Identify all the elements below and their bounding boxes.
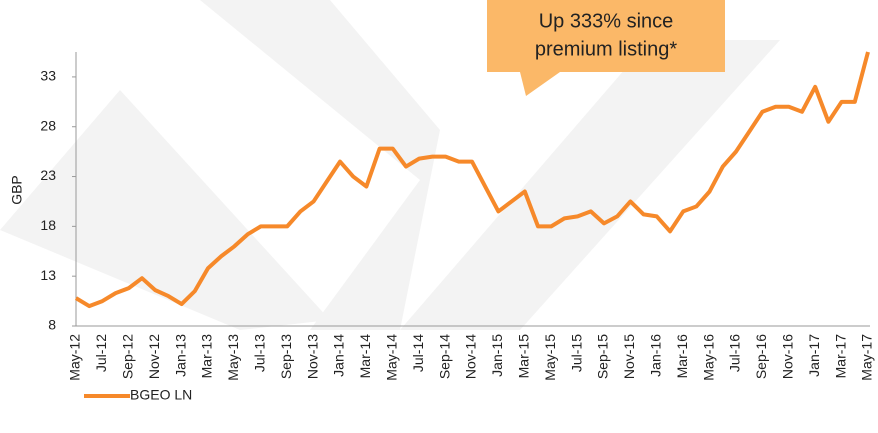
x-tick-label: Mar-16 bbox=[674, 334, 690, 379]
watermark bbox=[0, 0, 780, 330]
x-tick-label: Sep-15 bbox=[595, 334, 611, 379]
x-tick-label: Jul-12 bbox=[93, 334, 109, 372]
x-tick-label: Nov-12 bbox=[146, 334, 162, 379]
x-tick-label: Jan-17 bbox=[806, 334, 822, 377]
x-tick-label: Sep-16 bbox=[753, 334, 769, 379]
x-tick-label: Jan-16 bbox=[648, 334, 664, 377]
x-tick-label: May-13 bbox=[225, 334, 241, 381]
x-tick-label: Jan-14 bbox=[331, 334, 347, 377]
y-tick-label: 8 bbox=[48, 317, 56, 333]
x-tick-label: May-14 bbox=[384, 334, 400, 381]
x-tick-label: Sep-12 bbox=[120, 334, 136, 379]
x-tick-label: May-15 bbox=[542, 334, 558, 381]
x-tick-label: Sep-13 bbox=[278, 334, 294, 379]
y-tick-label: 28 bbox=[40, 117, 56, 133]
x-tick-label: Nov-13 bbox=[304, 334, 320, 379]
x-tick-label: Nov-16 bbox=[780, 334, 796, 379]
x-tick-label: Sep-14 bbox=[436, 334, 452, 379]
callout-text: premium listing* bbox=[535, 38, 677, 60]
callout-pointer bbox=[520, 72, 560, 96]
y-tick-label: 23 bbox=[40, 167, 56, 183]
y-tick-label: 33 bbox=[40, 68, 56, 84]
callout-box bbox=[487, 0, 725, 72]
x-tick-label: Jan-15 bbox=[489, 334, 505, 377]
watermark-shape bbox=[400, 40, 780, 330]
x-tick-label: May-17 bbox=[859, 334, 875, 381]
x-tick-label: May-16 bbox=[700, 334, 716, 381]
y-tick-label: 13 bbox=[40, 267, 56, 283]
x-tick-label: Jul-13 bbox=[252, 334, 268, 372]
x-tick-label: Mar-14 bbox=[357, 334, 373, 379]
y-axis-label: GBP bbox=[9, 175, 25, 205]
x-tick-label: Mar-13 bbox=[199, 334, 215, 379]
x-tick-label: May-12 bbox=[67, 334, 83, 381]
x-tick-label: Jul-16 bbox=[727, 334, 743, 372]
x-tick-label: Nov-14 bbox=[463, 334, 479, 379]
callout-text: Up 333% since bbox=[539, 10, 674, 32]
x-tick-label: Jul-15 bbox=[568, 334, 584, 372]
x-tick-label: Mar-17 bbox=[832, 334, 848, 379]
watermark-shape bbox=[0, 90, 330, 330]
x-tick-label: Nov-15 bbox=[621, 334, 637, 379]
x-tick-label: Jan-13 bbox=[172, 334, 188, 377]
x-tick-label: Jul-14 bbox=[410, 334, 426, 372]
legend-label: BGEO LN bbox=[130, 387, 192, 403]
callout: Up 333% since premium listing* bbox=[487, 0, 725, 96]
watermark-shape bbox=[200, 0, 440, 330]
x-tick-label: Mar-15 bbox=[516, 334, 532, 379]
price-line bbox=[74, 51, 870, 309]
y-tick-label: 18 bbox=[40, 217, 56, 233]
